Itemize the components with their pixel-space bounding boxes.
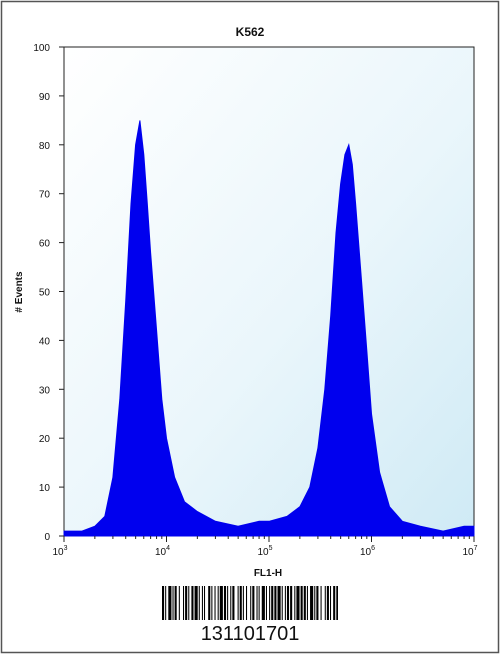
barcode-bar bbox=[237, 586, 239, 620]
barcode-bar bbox=[223, 586, 227, 620]
y-tick-label: 60 bbox=[39, 239, 51, 250]
barcode-bar bbox=[269, 586, 271, 620]
barcode-bar bbox=[265, 586, 267, 620]
barcode-bar bbox=[239, 586, 242, 620]
y-tick-label: 40 bbox=[39, 336, 51, 347]
barcode-bar bbox=[296, 586, 300, 620]
barcode-bar bbox=[303, 586, 306, 620]
barcode-bar bbox=[250, 586, 252, 620]
y-tick-label: 70 bbox=[39, 190, 51, 201]
barcode-bar bbox=[185, 586, 188, 620]
barcode-bar bbox=[162, 586, 165, 620]
barcode-bar bbox=[271, 586, 274, 620]
barcode-bar bbox=[314, 586, 316, 620]
barcode bbox=[162, 586, 338, 620]
barcode-bar bbox=[333, 586, 336, 620]
barcode-bar bbox=[336, 586, 338, 620]
y-tick-label: 90 bbox=[39, 92, 51, 103]
barcode-bar bbox=[320, 586, 322, 620]
barcode-bar bbox=[211, 586, 213, 620]
barcode-bar bbox=[208, 586, 211, 620]
barcode-bar bbox=[168, 586, 172, 620]
y-tick-label: 0 bbox=[44, 532, 50, 543]
barcode-bar bbox=[194, 586, 198, 620]
barcode-bar bbox=[290, 586, 293, 620]
y-tick-label: 10 bbox=[39, 483, 51, 494]
barcode-bar bbox=[324, 586, 326, 620]
barcode-bar bbox=[174, 586, 177, 620]
barcode-bar bbox=[281, 586, 283, 620]
barcode-bar bbox=[242, 586, 244, 620]
barcode-bar bbox=[284, 586, 286, 620]
barcode-bar bbox=[258, 586, 260, 620]
y-axis: 0 10 20 30 40 50 60 70 80 90 100 bbox=[33, 43, 64, 543]
y-tick-label: 100 bbox=[33, 43, 50, 54]
barcode-bar bbox=[183, 586, 185, 620]
y-tick-label: 50 bbox=[39, 288, 51, 299]
barcode-bar bbox=[256, 586, 258, 620]
barcode-bar bbox=[214, 586, 216, 620]
barcode-bar bbox=[330, 586, 332, 620]
barcode-bar bbox=[217, 586, 219, 620]
barcode-bar bbox=[326, 586, 329, 620]
series-layer bbox=[63, 120, 475, 537]
histogram-series-0 bbox=[63, 120, 475, 537]
barcode-bar bbox=[172, 586, 174, 620]
barcode-bar bbox=[300, 586, 303, 620]
barcode-bar bbox=[230, 586, 232, 620]
barcode-bar bbox=[204, 586, 206, 620]
barcode-bar bbox=[294, 586, 296, 620]
barcode-bar bbox=[310, 586, 314, 620]
barcode-bar bbox=[227, 586, 229, 620]
x-axis-label: FL1-H bbox=[254, 568, 282, 579]
barcode-bar bbox=[246, 586, 248, 620]
barcode-bar bbox=[252, 586, 255, 620]
y-tick-label: 80 bbox=[39, 141, 51, 152]
barcode-bar bbox=[178, 586, 180, 620]
chart-title: K562 bbox=[236, 25, 265, 39]
barcode-bar bbox=[274, 586, 277, 620]
barcode-bar bbox=[201, 586, 203, 620]
barcode-bar bbox=[188, 586, 190, 620]
barcode-bar bbox=[165, 586, 167, 620]
barcode-bar bbox=[306, 586, 308, 620]
barcode-bar bbox=[219, 586, 223, 620]
barcode-bar bbox=[286, 586, 290, 620]
y-tick-label: 30 bbox=[39, 385, 51, 396]
barcode-bar bbox=[191, 586, 194, 620]
barcode-bar bbox=[316, 586, 319, 620]
y-tick-label: 20 bbox=[39, 434, 51, 445]
barcode-bar bbox=[261, 586, 265, 620]
barcode-number: 131101701 bbox=[201, 623, 300, 645]
barcode-bar bbox=[198, 586, 200, 620]
y-axis-label: # Events bbox=[14, 271, 25, 313]
barcode-bar bbox=[277, 586, 281, 620]
barcode-bar bbox=[232, 586, 235, 620]
